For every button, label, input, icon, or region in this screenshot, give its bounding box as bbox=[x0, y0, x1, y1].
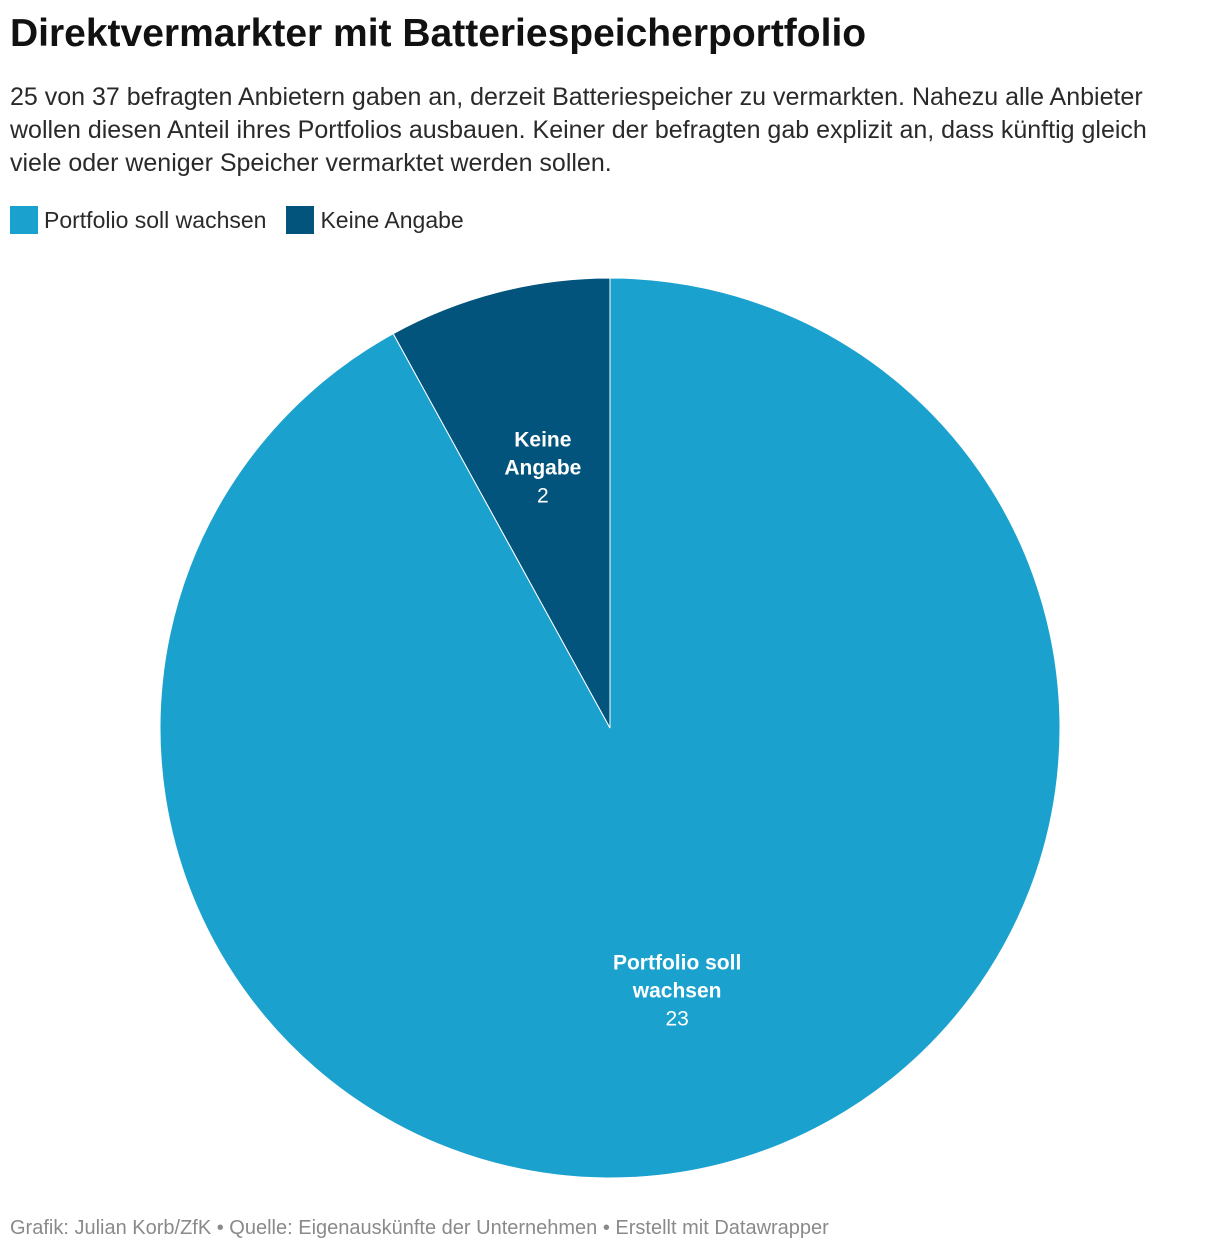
slice-label-keine-angabe-line-2: Angabe bbox=[504, 456, 581, 479]
legend: Portfolio soll wachsen Keine Angabe bbox=[10, 204, 484, 236]
legend-label-portfolio-soll-wachsen: Portfolio soll wachsen bbox=[44, 206, 267, 233]
pie-slice-keine-angabe bbox=[392, 277, 611, 729]
legend-swatch-keine-angabe bbox=[286, 206, 315, 234]
slice-label-keine-angabe-line-1: Keine bbox=[514, 428, 571, 451]
pie-chart: Portfolio soll wachsen 23 Keine Angabe 2 bbox=[159, 277, 1061, 1179]
chart-subtitle: 25 von 37 befragten Anbietern gaben an, … bbox=[10, 83, 1147, 177]
legend-item-portfolio-soll-wachsen: Portfolio soll wachsen bbox=[10, 206, 266, 234]
slice-label-portfolio-soll-wachsen-line-2: wachsen bbox=[632, 980, 722, 1003]
legend-swatch-portfolio-soll-wachsen bbox=[10, 206, 38, 234]
slice-label-portfolio-soll-wachsen-line-1: Portfolio soll bbox=[613, 952, 741, 975]
slice-value-keine-angabe: 2 bbox=[537, 484, 549, 507]
legend-item-keine-angabe: Keine Angabe bbox=[286, 206, 464, 234]
legend-label-keine-angabe: Keine Angabe bbox=[320, 206, 464, 233]
chart-title: Direktvermarkter mit Batteriespeicherpor… bbox=[10, 12, 867, 55]
chart-footer: Grafik: Julian Korb/ZfK • Quelle: Eigena… bbox=[10, 1217, 829, 1239]
slice-value-portfolio-soll-wachsen: 23 bbox=[665, 1008, 688, 1031]
